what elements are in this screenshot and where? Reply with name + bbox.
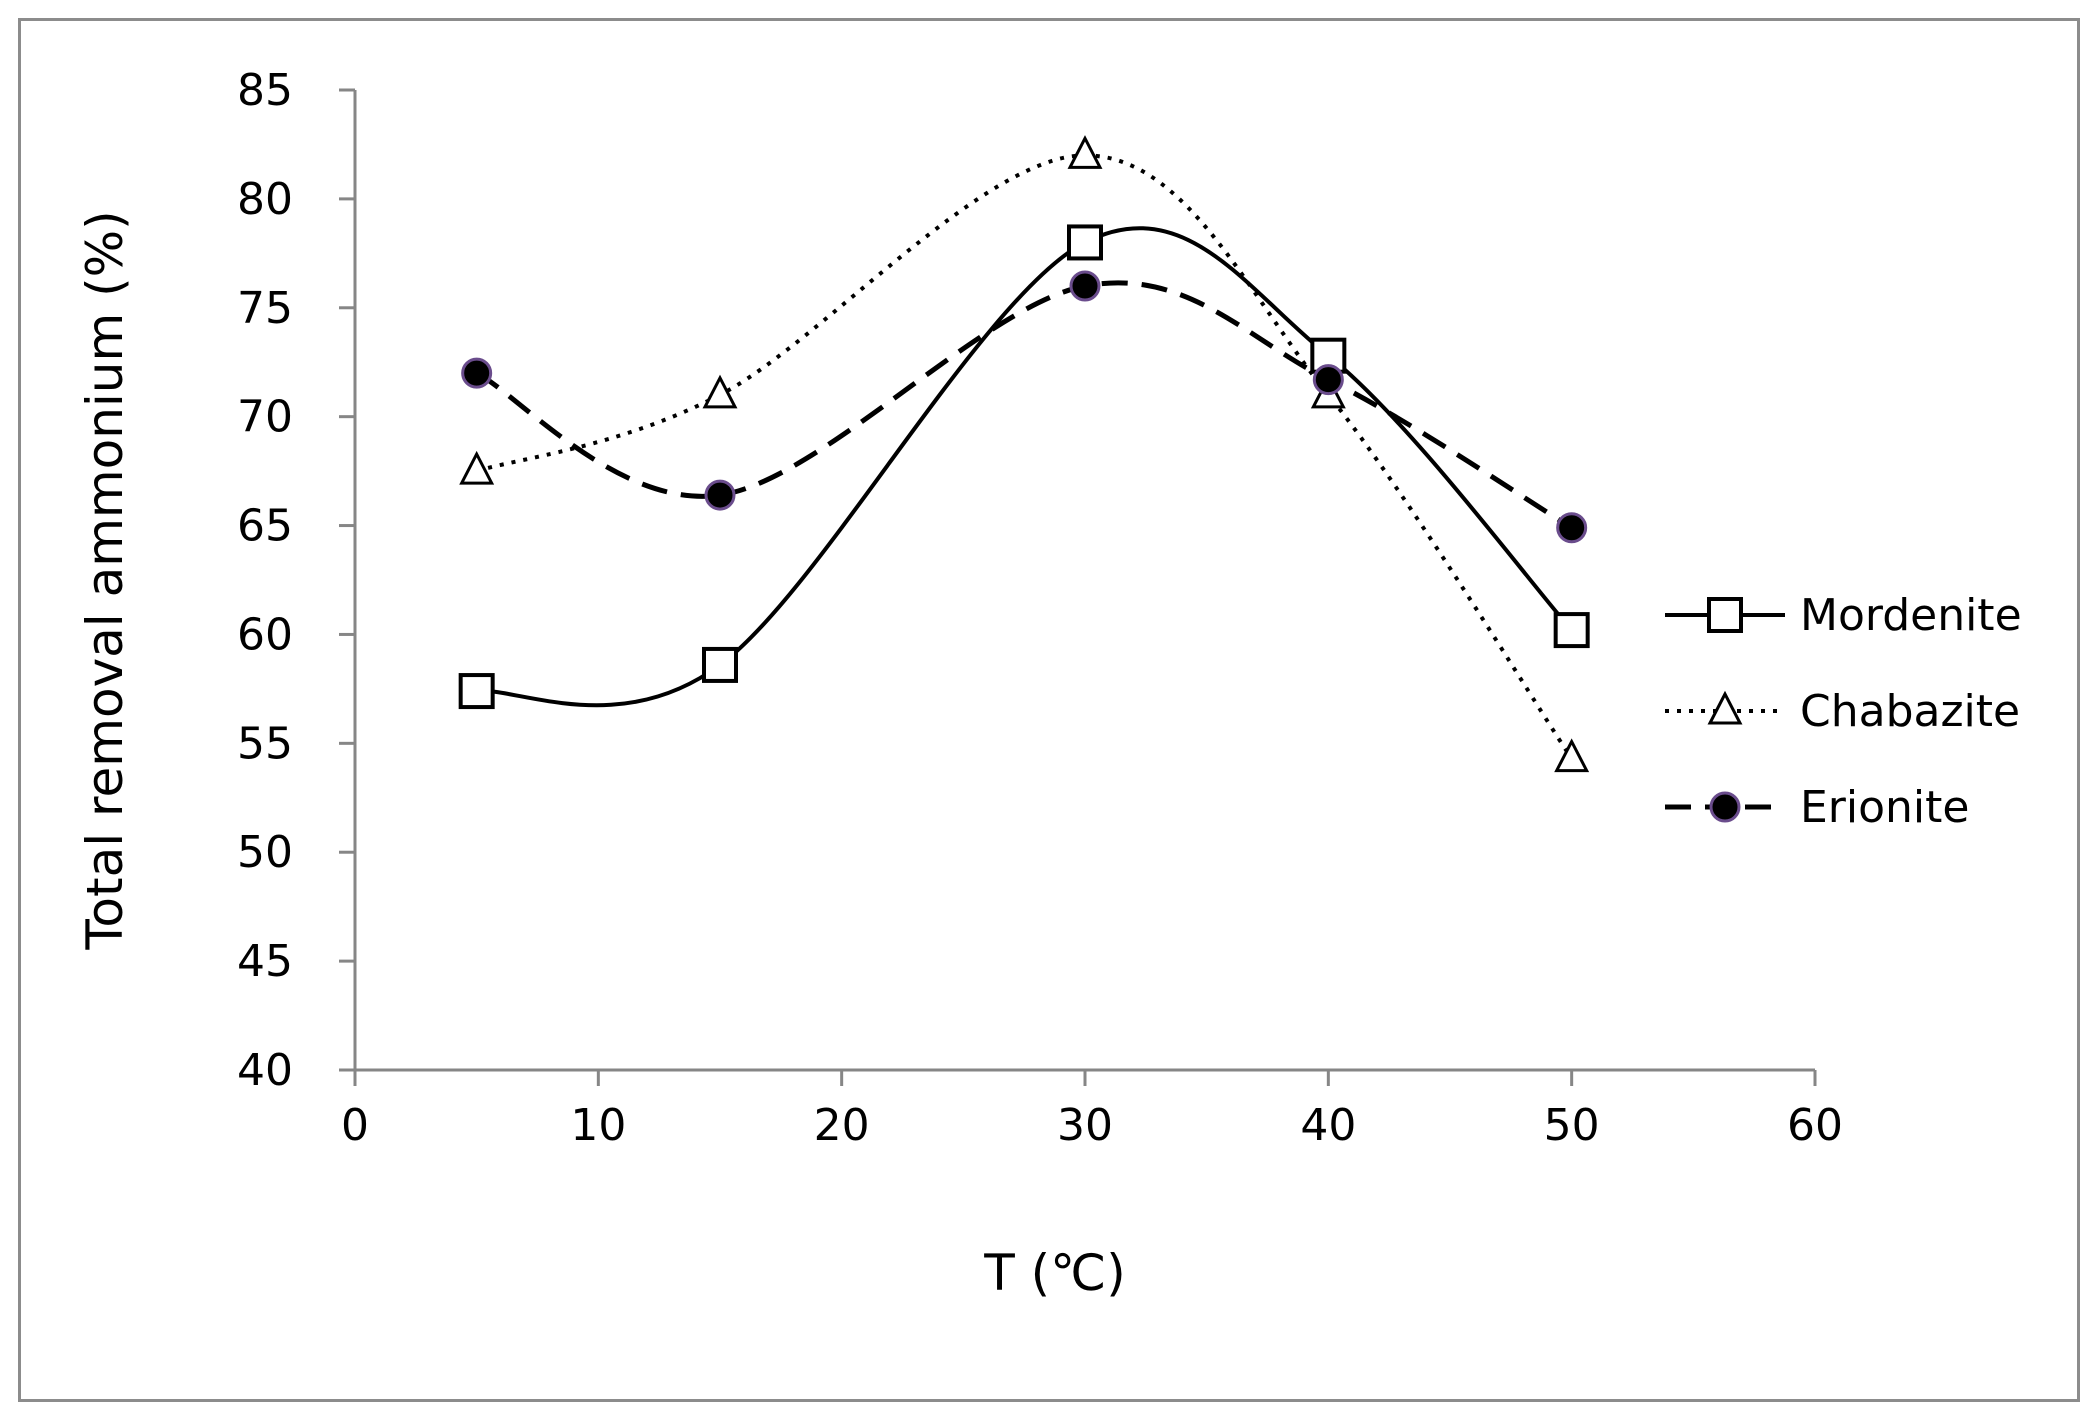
y-tick-label: 55	[237, 718, 293, 769]
legend: Mordenite Chabazite Erionite	[1665, 590, 2022, 833]
data-point-erionite	[1069, 270, 1101, 302]
series-line-mordenite	[476, 226, 1574, 708]
data-point-mordenite	[458, 673, 495, 710]
data-point-mordenite	[1553, 612, 1590, 649]
data-point-chabazite	[1067, 135, 1103, 169]
y-tick-label: 70	[237, 392, 293, 443]
x-tick-label: 50	[1544, 1100, 1600, 1151]
data-point-erionite	[704, 479, 736, 511]
legend-label-mordenite: Mordenite	[1800, 590, 2022, 641]
data-point-mordenite	[1067, 224, 1103, 261]
series-line-chabazite	[476, 153, 1574, 760]
series-line-erionite	[475, 280, 1573, 530]
series-lines	[475, 153, 1574, 760]
y-tick-label: 45	[237, 936, 293, 987]
y-tick-label: 75	[237, 283, 293, 334]
y-tick-label: 85	[237, 65, 293, 116]
x-tick-label: 30	[1057, 1100, 1113, 1151]
x-tick-label: 20	[814, 1100, 870, 1151]
axes: 40 45 50 55 60 65 70 75 80 85 0 10 20 30 40 50 60	[237, 65, 1843, 1151]
y-tick-label: 50	[237, 827, 293, 878]
chart-frame	[18, 18, 2080, 1402]
legend-label-chabazite: Chabazite	[1800, 686, 2020, 737]
x-tick-label: 10	[570, 1100, 626, 1151]
legend-marker-erionite	[1709, 791, 1741, 823]
legend-marker-chabazite	[1707, 690, 1743, 725]
x-tick-label: 40	[1300, 1100, 1356, 1151]
y-tick-label: 60	[237, 609, 293, 660]
data-point-erionite	[461, 357, 493, 389]
data-point-erionite	[1556, 512, 1588, 544]
legend-marker-mordenite	[1707, 597, 1743, 633]
series-markers	[458, 135, 1590, 773]
x-axis-title: T (℃)	[983, 1244, 1126, 1302]
y-tick-label: 65	[237, 501, 293, 552]
y-axis-title: Total removal ammonium (%)	[76, 210, 134, 950]
data-point-erionite	[1312, 364, 1344, 396]
data-point-chabazite	[702, 374, 738, 409]
x-tick-label: 60	[1787, 1100, 1843, 1151]
y-tick-label: 40	[237, 1045, 293, 1096]
data-point-chabazite	[459, 450, 495, 485]
x-tick-label: 0	[341, 1100, 369, 1151]
data-point-chabazite	[1554, 738, 1590, 773]
y-tick-label: 80	[237, 174, 293, 225]
legend-label-erionite: Erionite	[1800, 782, 1969, 833]
data-point-mordenite	[702, 646, 738, 683]
